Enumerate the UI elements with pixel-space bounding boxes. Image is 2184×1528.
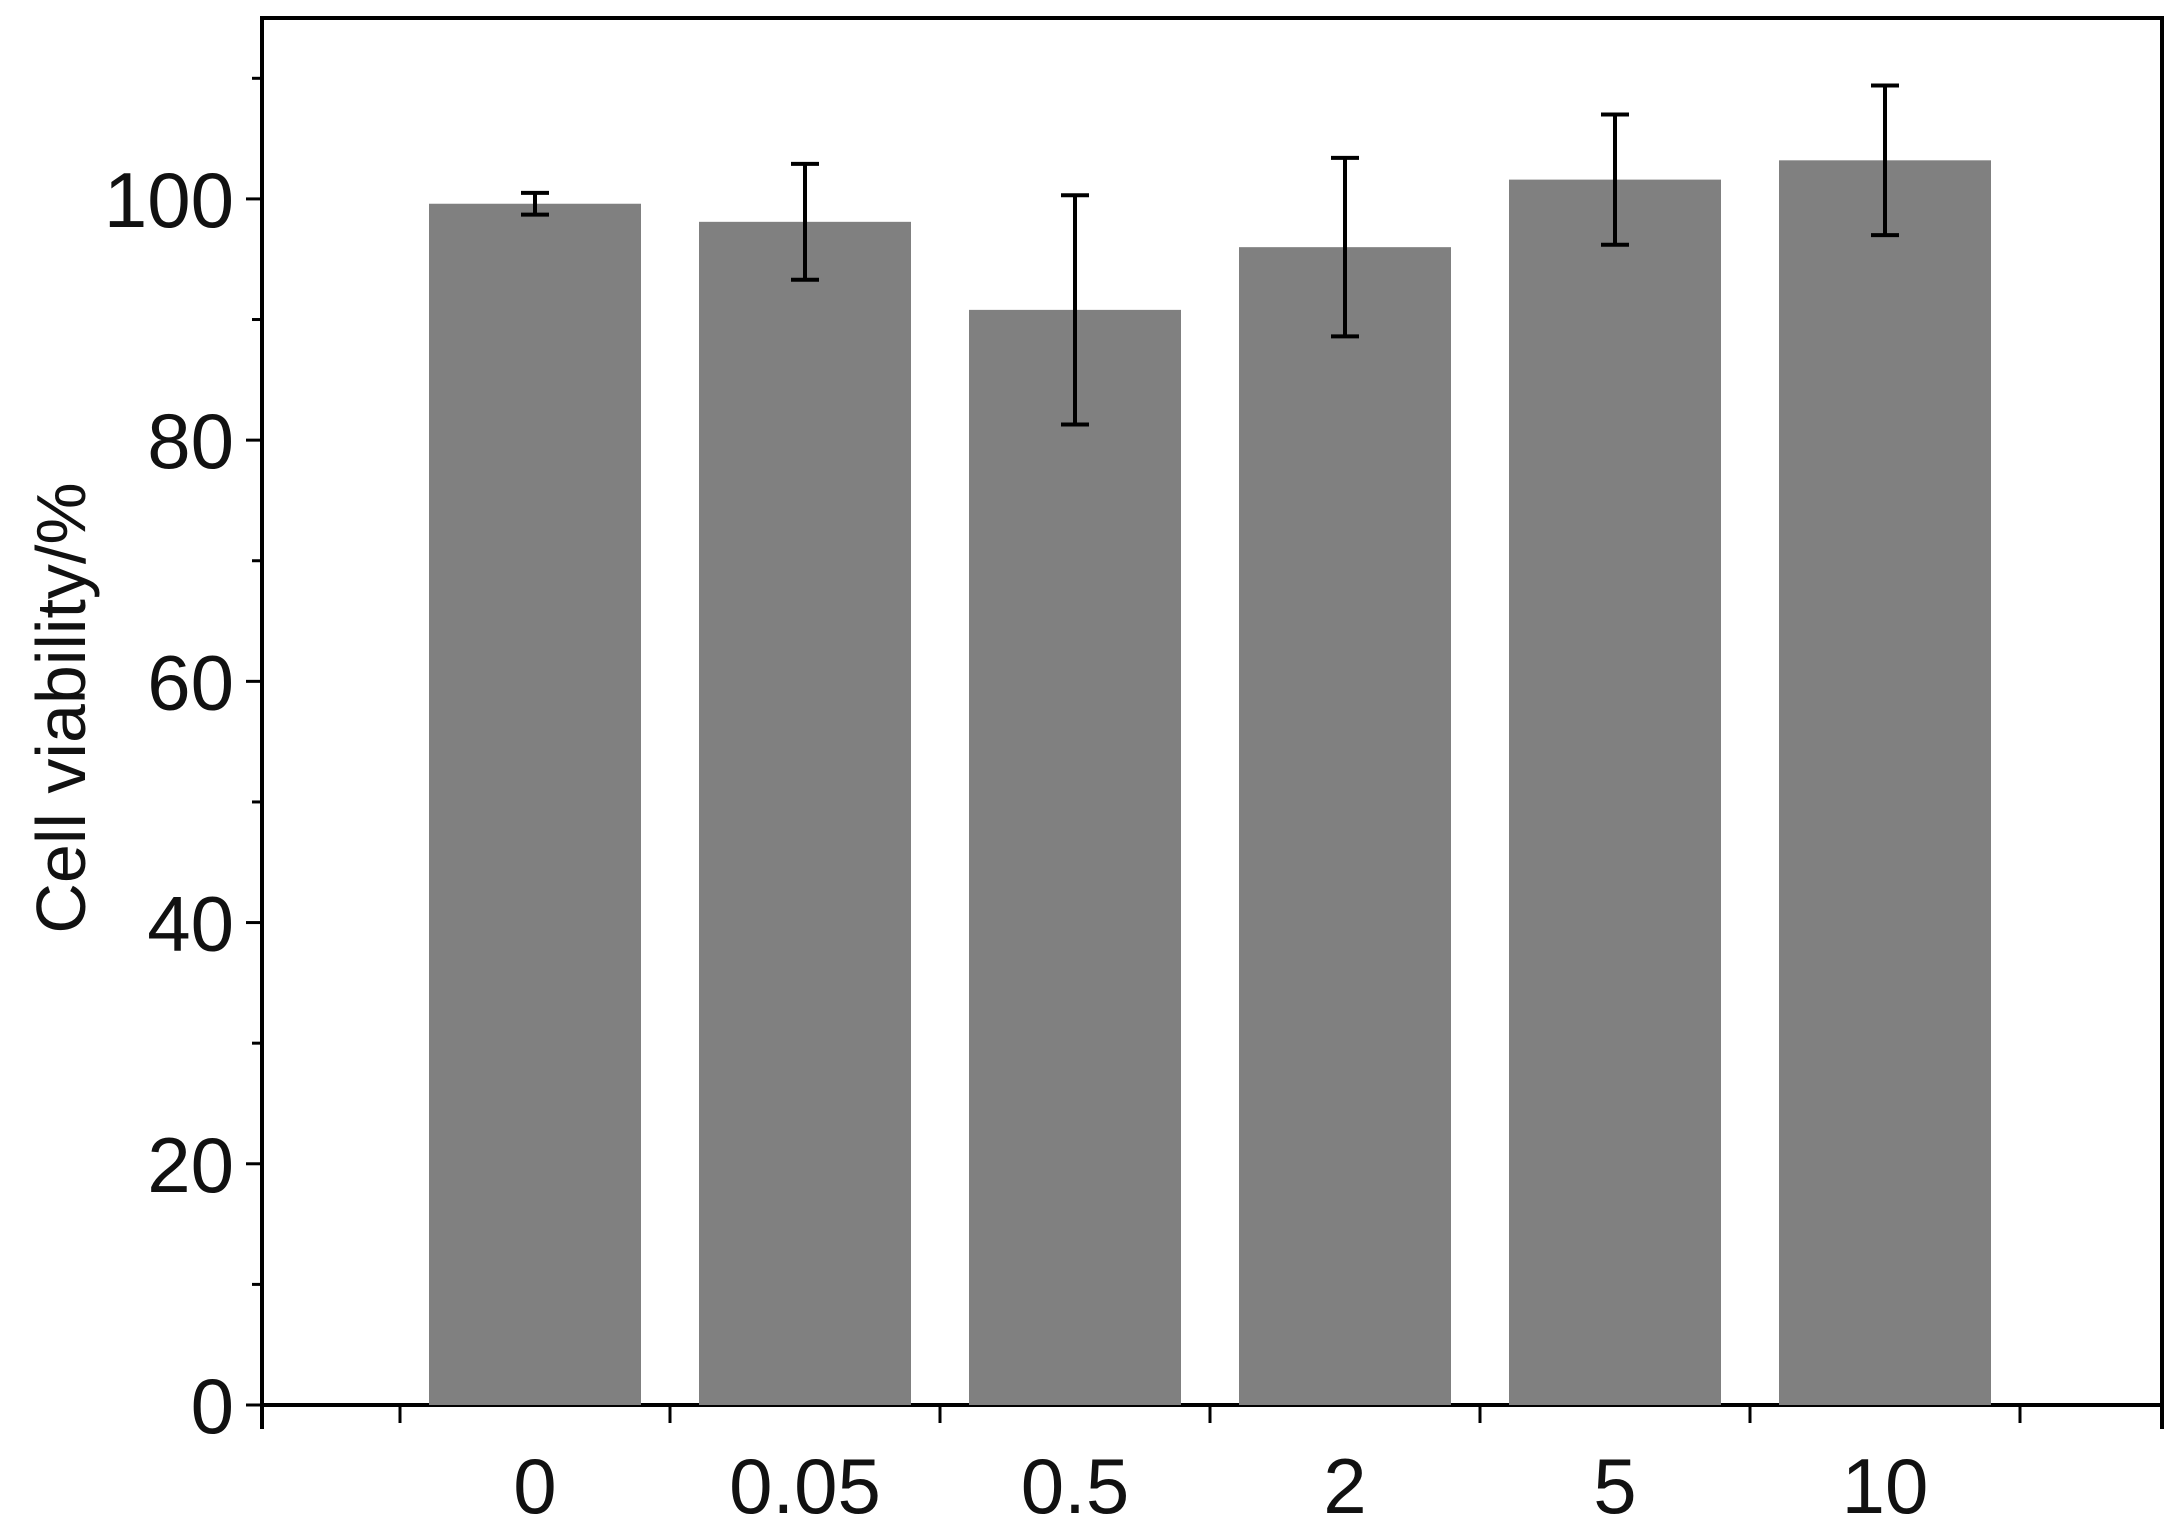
error-bar-10: [1871, 83, 1899, 238]
error-bar-0.05: [791, 161, 819, 282]
plot-frame: [260, 16, 2164, 1407]
error-bar-5: [1601, 112, 1629, 247]
bar-0.5: [969, 309, 1181, 1405]
plot-border: [260, 16, 2164, 1407]
x-tick-label: 2: [1323, 1442, 1366, 1528]
error-bar-2: [1331, 155, 1359, 339]
y-tick-label: 80: [147, 397, 234, 485]
y-tick-label: 20: [147, 1121, 234, 1209]
bars-group: [429, 160, 1991, 1406]
bar-0.05: [699, 221, 911, 1405]
x-tick-label: 0.05: [729, 1442, 881, 1528]
y-axis: 0 20 40 60 80 100: [104, 76, 262, 1450]
error-bar-0: [521, 190, 549, 217]
x-axis: 0 0.05 0.5 2 5 10: [260, 1405, 2164, 1528]
error-bar-0.5: [1061, 193, 1089, 427]
x-tick-label: 5: [1593, 1442, 1636, 1528]
bar-0: [429, 203, 641, 1405]
y-tick-label: 0: [191, 1362, 234, 1450]
y-tick-label: 60: [147, 638, 234, 726]
y-axis-title: Cell viability/%: [22, 482, 100, 933]
x-tick-label: 10: [1842, 1442, 1929, 1528]
bar-5: [1509, 179, 1721, 1406]
error-bars-group: [521, 83, 1899, 427]
bar-2: [1239, 247, 1451, 1406]
bar-10: [1779, 160, 1991, 1406]
y-tick-label: 40: [147, 880, 234, 968]
x-tick-label: 0.5: [1021, 1442, 1129, 1528]
y-tick-label: 100: [104, 156, 234, 244]
x-tick-label: 0: [513, 1442, 556, 1528]
